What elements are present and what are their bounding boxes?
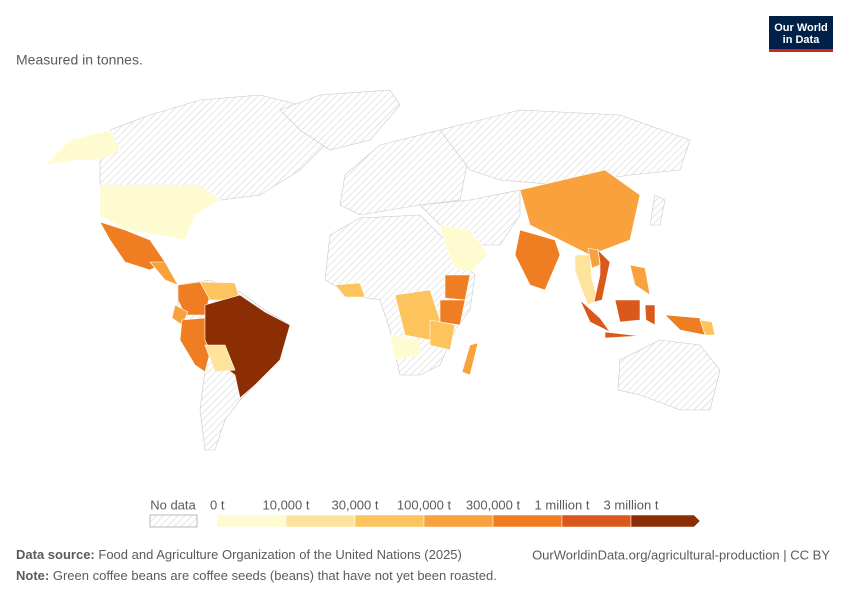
legend-label: 10,000 t xyxy=(263,497,310,512)
logo-text: in Data xyxy=(783,34,821,46)
country[interactable] xyxy=(519,169,641,256)
country[interactable] xyxy=(579,299,611,333)
legend-swatch xyxy=(354,514,425,528)
legend-label: 30,000 t xyxy=(332,497,379,512)
country[interactable] xyxy=(617,339,721,411)
legend-swatch xyxy=(423,514,494,528)
country[interactable] xyxy=(99,184,221,241)
footer-link[interactable]: OurWorldinData.org/agricultural-producti… xyxy=(532,547,830,562)
country[interactable] xyxy=(334,282,366,298)
legend-swatch xyxy=(561,514,632,528)
country[interactable] xyxy=(649,194,666,226)
country[interactable] xyxy=(44,129,121,166)
logo-text: Our World xyxy=(774,22,828,34)
country[interactable] xyxy=(664,314,706,336)
country[interactable] xyxy=(593,249,611,303)
country[interactable] xyxy=(279,89,401,151)
country[interactable] xyxy=(439,299,466,326)
legend-label: No data xyxy=(150,497,196,512)
subtitle: Measured in tonnes. xyxy=(16,52,143,68)
country[interactable] xyxy=(389,334,421,361)
country[interactable] xyxy=(699,319,716,336)
note-text: Green coffee beans are coffee seeds (bea… xyxy=(53,568,497,583)
country[interactable] xyxy=(339,129,471,216)
legend-swatch xyxy=(216,514,287,528)
logo[interactable]: Our World in Data xyxy=(769,16,833,52)
legend-swatch xyxy=(492,514,563,528)
country[interactable] xyxy=(149,261,179,286)
country[interactable] xyxy=(629,264,651,296)
logo-box xyxy=(769,16,833,52)
footer-source: Data source: Food and Agriculture Organi… xyxy=(16,547,462,562)
legend-label: 3 million t xyxy=(604,497,659,512)
country[interactable] xyxy=(429,319,456,351)
world-map xyxy=(44,89,721,451)
source-text: Food and Agriculture Organization of the… xyxy=(98,547,462,562)
footer-note: Note: Green coffee beans are coffee seed… xyxy=(16,568,497,583)
country[interactable] xyxy=(204,344,236,373)
legend: No data 0 t 10,000 t 30,000 t 100,000 t 300,… xyxy=(149,497,701,528)
note-label: Note: xyxy=(16,568,49,583)
source-label: Data source: xyxy=(16,547,95,562)
country[interactable] xyxy=(614,299,641,323)
country[interactable] xyxy=(604,331,641,339)
legend-swatch xyxy=(285,514,356,528)
country[interactable] xyxy=(439,109,691,186)
legend-label: 1 million t xyxy=(535,497,590,512)
legend-swatch xyxy=(630,514,701,528)
country[interactable] xyxy=(439,224,489,273)
country[interactable] xyxy=(644,304,656,326)
logo-underline xyxy=(769,49,833,52)
legend-label: 0 t xyxy=(210,497,225,512)
country[interactable] xyxy=(461,342,479,376)
country[interactable] xyxy=(99,94,331,201)
legend-label: 100,000 t xyxy=(397,497,452,512)
legend-no-data-swatch xyxy=(149,514,198,528)
legend-label: 300,000 t xyxy=(466,497,521,512)
country[interactable] xyxy=(514,229,561,291)
